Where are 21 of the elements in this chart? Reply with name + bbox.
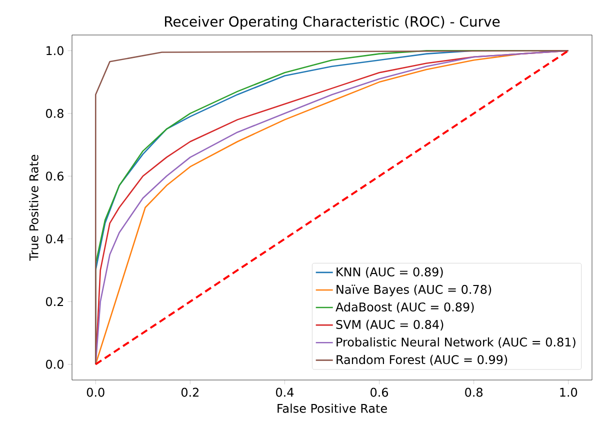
y-tick-label: 0.4 bbox=[46, 234, 64, 244]
y-axis-title: True Positive Rate bbox=[29, 154, 38, 261]
x-tick-label: 0.2 bbox=[181, 388, 198, 397]
chart-title: Receiver Operating Characteristic (ROC) - Curve bbox=[165, 16, 500, 30]
x-tick-label: 0.6 bbox=[370, 388, 388, 397]
legend-label: Naïve Bayes (AUC = 0.78) bbox=[336, 284, 492, 296]
y-tick-label: 0.0 bbox=[46, 360, 64, 369]
y-tick-label: 0.8 bbox=[46, 108, 64, 118]
x-tick-label: 1.0 bbox=[560, 388, 578, 397]
x-tick-label: 0.8 bbox=[465, 388, 482, 397]
x-axis-title: False Positive Rate bbox=[278, 404, 387, 413]
y-tick-label: 0.2 bbox=[46, 297, 64, 306]
y-tick-label: 0.6 bbox=[46, 172, 64, 181]
y-tick-label: 1.0 bbox=[46, 46, 64, 56]
legend-label: KNN (AUC = 0.89) bbox=[336, 267, 443, 278]
legend-label: AdaBoost (AUC = 0.89) bbox=[336, 302, 474, 313]
legend-label: Random Forest (AUC = 0.99) bbox=[336, 354, 508, 366]
x-tick-label: 0.0 bbox=[86, 388, 104, 397]
legend-label: SVM (AUC = 0.84) bbox=[336, 320, 444, 330]
x-tick-label: 0.4 bbox=[276, 388, 294, 397]
legend-label: Probalistic Neural Network (AUC = 0.81) bbox=[336, 337, 576, 348]
